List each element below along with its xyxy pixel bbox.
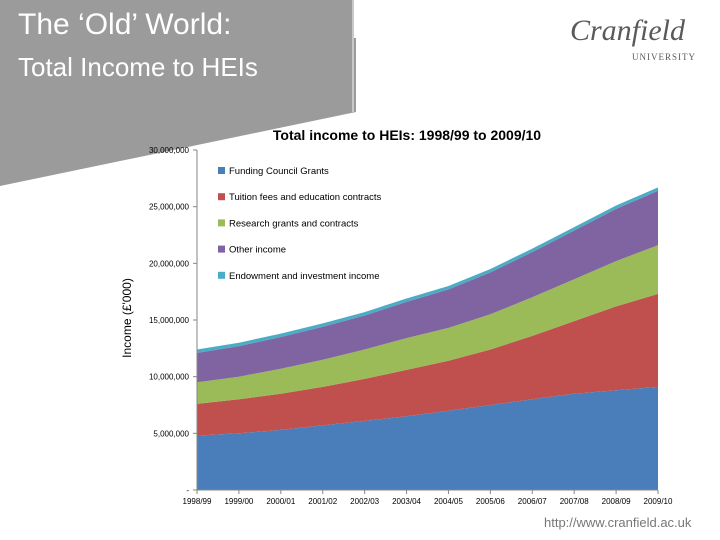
- legend-swatch: [218, 219, 225, 227]
- slide-title: The ‘Old’ World:: [18, 8, 232, 41]
- legend-label: Endowment and investment income: [229, 271, 380, 282]
- y-tick-label: 15,000,000: [149, 316, 190, 325]
- legend-swatch: [218, 193, 225, 201]
- x-tick-label: 2008/09: [602, 497, 631, 506]
- area-series-4: [197, 190, 658, 383]
- x-tick-label: 1999/00: [224, 497, 253, 506]
- university-logo-subtext: UNIVERSITY: [632, 52, 696, 62]
- y-axis-label: Income (£'000): [120, 278, 134, 358]
- x-tick-label: 2003/04: [392, 497, 421, 506]
- legend-label: Research grants and contracts: [229, 218, 359, 229]
- x-tick-label: 2001/02: [308, 497, 337, 506]
- area-series-1: [197, 386, 658, 490]
- area-series-2: [197, 293, 658, 436]
- legend-label: Other income: [229, 245, 286, 256]
- x-tick-label: 2006/07: [518, 497, 547, 506]
- x-tick-label: 2009/10: [644, 497, 673, 506]
- legend-swatch: [218, 245, 225, 253]
- slide-subtitle: Total Income to HEIs: [18, 52, 258, 82]
- y-tick-label: 5,000,000: [153, 429, 189, 438]
- area-series-group: [197, 187, 658, 490]
- y-tick-label: 20,000,000: [149, 259, 190, 268]
- axes-group: - 5,000,000 10,000,000 15,000,000 20,000,000…: [149, 146, 673, 506]
- x-tick-label: 1998/99: [183, 497, 212, 506]
- header-band: [0, 0, 356, 186]
- legend-box: [213, 160, 423, 286]
- legend-swatch: [218, 271, 225, 279]
- y-tick-label: 30,000,000: [149, 146, 190, 155]
- area-series-3: [197, 245, 658, 404]
- university-logo: Cranfield: [570, 14, 686, 47]
- y-tick-label: 10,000,000: [149, 373, 190, 382]
- x-tick-label: 2000/01: [266, 497, 295, 506]
- chart-title: Total income to HEIs: 1998/99 to 2009/10: [273, 127, 541, 143]
- legend: Funding Council Grants Tuition fees and e…: [213, 160, 423, 286]
- x-tick-label: 2005/06: [476, 497, 505, 506]
- legend-label: Funding Council Grants: [229, 166, 329, 177]
- y-tick-label: -: [186, 486, 189, 495]
- x-tick-label: 2004/05: [434, 497, 463, 506]
- x-tick-label: 2002/03: [350, 497, 379, 506]
- y-tick-label: 25,000,000: [149, 203, 190, 212]
- legend-swatch: [218, 167, 225, 174]
- x-tick-label: 2007/08: [560, 497, 589, 506]
- footer-url-link[interactable]: http://www.cranfield.ac.uk: [544, 515, 692, 530]
- legend-label: Tuition fees and education contracts: [229, 192, 382, 203]
